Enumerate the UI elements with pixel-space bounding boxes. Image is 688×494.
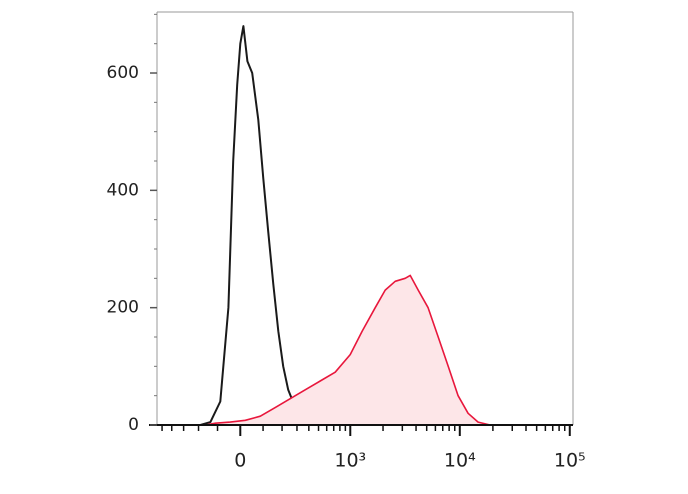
histogram-line [200, 25, 341, 426]
x-tick-label: 10⁴ [444, 450, 476, 472]
x-tick-label: 10⁵ [554, 450, 586, 472]
y-tick-label: 200 [107, 298, 139, 318]
filled-histogram [204, 274, 491, 426]
y-tick-label: 0 [128, 415, 139, 435]
x-tick-label: 10³ [334, 450, 366, 472]
y-tick-label: 400 [107, 180, 139, 200]
x-tick-label: 0 [234, 450, 246, 472]
y-tick-label: 600 [107, 63, 139, 83]
